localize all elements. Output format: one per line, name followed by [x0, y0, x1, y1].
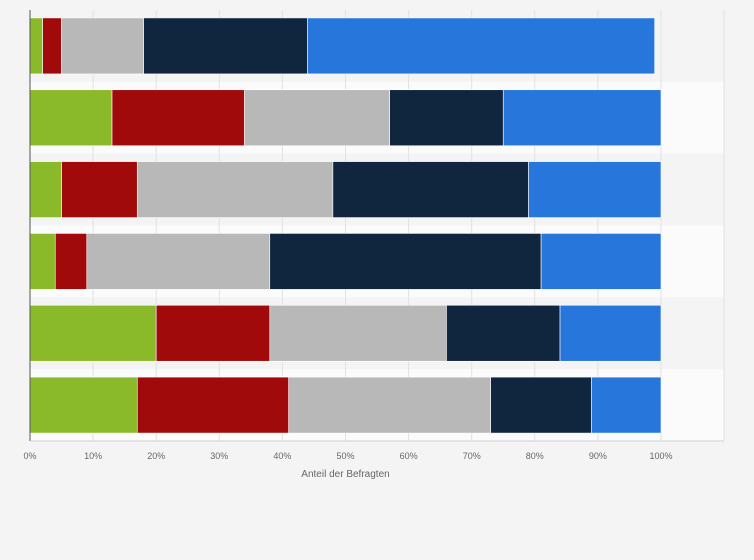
bar-segment [389, 89, 504, 147]
bar-segment [61, 161, 138, 218]
bar-segment [490, 376, 592, 434]
bar-segment [61, 17, 144, 75]
x-tick-label: 50% [336, 451, 354, 461]
axes [29, 10, 724, 442]
bar-segment [446, 304, 561, 362]
x-axis-title: Anteil der Befragten [301, 469, 389, 480]
bar-segment [332, 161, 529, 218]
bar-segment [307, 17, 655, 75]
bar-segment [591, 376, 662, 434]
x-tick-label: 80% [526, 451, 544, 461]
bar-segment [29, 376, 138, 434]
bar-segment [502, 89, 662, 147]
bar-segment [528, 161, 662, 218]
bar-segment [54, 233, 88, 290]
bar-segment [269, 233, 542, 290]
x-tick-label: 60% [400, 451, 418, 461]
bar-segment [244, 89, 390, 147]
bar-segment [269, 304, 447, 362]
bar-segment [143, 17, 308, 75]
x-tick-label: 40% [273, 451, 291, 461]
row-bands [30, 10, 724, 441]
x-tick-labels: 0% 10% 20% 30% 40% 50% 60% 70% 80% 90% 100% [23, 451, 672, 461]
bar-segment [29, 233, 56, 290]
x-tick-label: 70% [463, 451, 481, 461]
x-tick-label: 0% [23, 451, 36, 461]
bar-segment [42, 17, 62, 75]
bar-segment [155, 304, 271, 362]
bar-segment [29, 304, 157, 362]
x-tick-label: 30% [210, 451, 228, 461]
x-tick-label: 20% [147, 451, 165, 461]
bar-segment [136, 376, 290, 434]
x-tick-label: 100% [649, 451, 672, 461]
bar-segment [86, 233, 271, 290]
bar-segment [29, 17, 43, 75]
bar-segment [136, 161, 334, 218]
x-tick-label: 90% [589, 451, 607, 461]
x-tick-label: 10% [84, 451, 102, 461]
bar-segment [288, 376, 491, 434]
bar-segment [540, 233, 662, 290]
bars [29, 17, 662, 434]
bar-segment [111, 89, 245, 147]
bar-segment [29, 161, 62, 218]
bar-segment [29, 89, 113, 147]
bar-segment [559, 304, 662, 362]
